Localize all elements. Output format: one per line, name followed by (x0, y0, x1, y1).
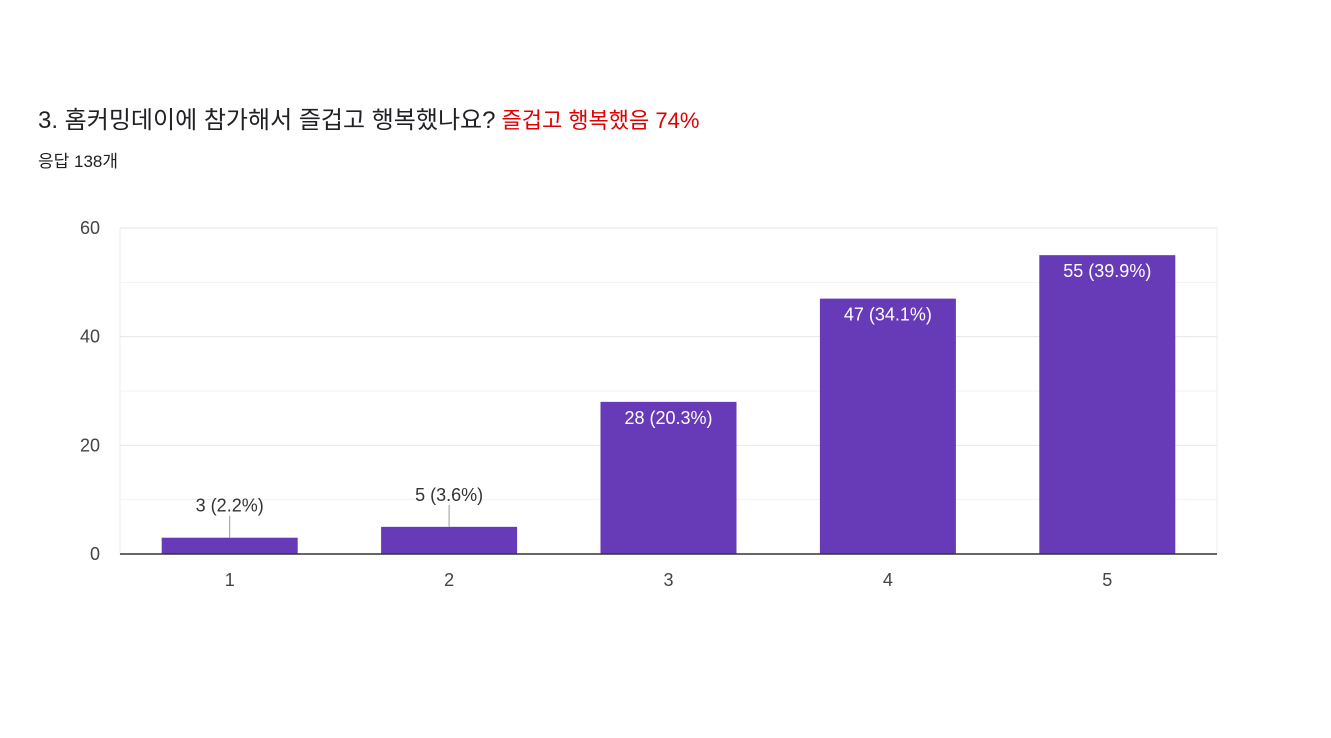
bar (1039, 255, 1176, 554)
x-tick-label: 3 (663, 570, 673, 590)
response-count: 응답 138개 (38, 152, 119, 171)
bar (381, 526, 518, 554)
y-tick-label: 40 (80, 327, 100, 347)
y-tick-label: 20 (80, 435, 100, 455)
data-label: 55 (39.9%) (1063, 261, 1151, 281)
question-title-line: 3. 홈커밍데이에 참가해서 즐겁고 행복했나요? 즐겁고 행복했음 74% (38, 100, 699, 135)
data-label: 28 (20.3%) (624, 408, 712, 428)
bar (161, 537, 298, 554)
y-tick-label: 60 (80, 218, 100, 238)
x-tick-label: 1 (225, 570, 235, 590)
question-header: 3. 홈커밍데이에 참가해서 즐겁고 행복했나요? 즐겁고 행복했음 74% 응답… (38, 100, 699, 172)
x-tick-label: 4 (883, 570, 893, 590)
data-label: 3 (2.2%) (196, 496, 264, 516)
x-tick-label: 5 (1102, 570, 1112, 590)
question-title: 3. 홈커밍데이에 참가해서 즐겁고 행복했나요? (38, 107, 496, 134)
x-tick-label: 2 (444, 570, 454, 590)
bar (600, 401, 737, 554)
y-tick-label: 0 (90, 544, 100, 564)
data-label: 5 (3.6%) (415, 485, 483, 505)
data-label: 47 (34.1%) (844, 305, 932, 325)
question-highlight: 즐겁고 행복했음 74% (501, 108, 700, 133)
bar (819, 298, 956, 554)
